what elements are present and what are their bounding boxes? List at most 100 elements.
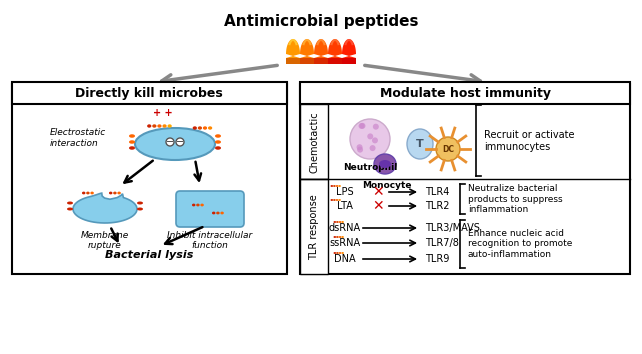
Circle shape	[350, 119, 390, 159]
Ellipse shape	[86, 192, 90, 194]
Ellipse shape	[342, 252, 344, 254]
Circle shape	[372, 137, 378, 143]
Circle shape	[358, 123, 365, 129]
Ellipse shape	[162, 124, 167, 128]
Ellipse shape	[117, 192, 121, 194]
Ellipse shape	[336, 185, 338, 187]
Ellipse shape	[215, 134, 221, 138]
Ellipse shape	[168, 124, 172, 128]
Polygon shape	[300, 58, 314, 64]
Ellipse shape	[152, 124, 157, 128]
Text: Bacterial lysis: Bacterial lysis	[105, 250, 193, 260]
Circle shape	[436, 137, 460, 161]
Polygon shape	[314, 58, 328, 64]
Ellipse shape	[342, 221, 344, 223]
Ellipse shape	[216, 212, 220, 215]
Ellipse shape	[338, 199, 341, 201]
Ellipse shape	[203, 126, 207, 130]
Ellipse shape	[147, 124, 152, 128]
Ellipse shape	[196, 204, 200, 206]
Circle shape	[356, 144, 363, 150]
Ellipse shape	[137, 207, 143, 211]
Bar	[300, 82, 630, 104]
Ellipse shape	[200, 204, 204, 206]
Text: TLR2: TLR2	[425, 201, 449, 211]
Text: Inhibit intracellular
function: Inhibit intracellular function	[168, 231, 252, 250]
Polygon shape	[286, 39, 300, 58]
Ellipse shape	[336, 252, 339, 254]
Ellipse shape	[157, 124, 162, 128]
Text: Directly kill microbes: Directly kill microbes	[75, 86, 223, 99]
Circle shape	[370, 145, 376, 151]
Circle shape	[373, 124, 379, 130]
Text: Recruit or activate
immunocytes: Recruit or activate immunocytes	[484, 130, 575, 152]
Ellipse shape	[336, 236, 339, 238]
Circle shape	[357, 147, 363, 153]
Ellipse shape	[333, 199, 336, 201]
Ellipse shape	[137, 201, 143, 205]
Text: dsRNA: dsRNA	[329, 223, 361, 233]
Text: ssRNA: ssRNA	[329, 238, 361, 248]
Ellipse shape	[109, 192, 112, 194]
FancyBboxPatch shape	[12, 84, 287, 274]
Text: T: T	[416, 139, 424, 149]
Polygon shape	[328, 39, 342, 58]
Polygon shape	[342, 58, 356, 64]
Ellipse shape	[331, 199, 333, 201]
Ellipse shape	[407, 129, 433, 159]
Ellipse shape	[215, 140, 221, 144]
Text: −: −	[166, 137, 174, 147]
Text: ✕: ✕	[372, 199, 384, 213]
Circle shape	[176, 138, 184, 146]
Text: + +: + +	[153, 108, 173, 118]
Text: LTA: LTA	[337, 201, 353, 211]
Ellipse shape	[198, 126, 202, 130]
Text: Electrostatic
interaction: Electrostatic interaction	[50, 128, 106, 148]
Ellipse shape	[339, 252, 342, 254]
FancyBboxPatch shape	[176, 191, 244, 227]
Ellipse shape	[67, 201, 73, 205]
Ellipse shape	[379, 160, 391, 168]
Circle shape	[367, 133, 373, 139]
Ellipse shape	[129, 140, 135, 144]
Text: Neutralize bacterial
products to suppress
inflammation: Neutralize bacterial products to suppres…	[468, 184, 562, 214]
Ellipse shape	[129, 134, 135, 138]
Ellipse shape	[331, 185, 333, 187]
Text: TLR4: TLR4	[425, 187, 449, 197]
Text: TLR3/MAVS: TLR3/MAVS	[425, 223, 480, 233]
Ellipse shape	[339, 236, 342, 238]
Circle shape	[360, 123, 365, 129]
Bar	[300, 179, 328, 274]
Bar	[300, 104, 328, 179]
Polygon shape	[314, 39, 328, 58]
Ellipse shape	[336, 199, 338, 201]
Text: DNA: DNA	[334, 254, 356, 264]
Ellipse shape	[333, 221, 336, 223]
Text: LPS: LPS	[336, 187, 354, 197]
Text: Antimicrobial peptides: Antimicrobial peptides	[224, 14, 418, 29]
Text: −: −	[176, 137, 184, 147]
Ellipse shape	[220, 212, 224, 215]
Text: Membrane
rupture: Membrane rupture	[81, 231, 129, 250]
Polygon shape	[286, 58, 300, 64]
Ellipse shape	[215, 146, 221, 150]
Text: Enhance nucleic acid
recognition to promote
auto-inflammation: Enhance nucleic acid recognition to prom…	[468, 229, 573, 259]
Ellipse shape	[91, 192, 94, 194]
Ellipse shape	[333, 236, 336, 238]
Polygon shape	[342, 39, 356, 58]
Text: Chemotactic: Chemotactic	[309, 111, 319, 173]
Polygon shape	[300, 39, 314, 58]
Ellipse shape	[212, 212, 216, 215]
Ellipse shape	[333, 185, 336, 187]
Text: DC: DC	[442, 144, 454, 154]
Ellipse shape	[338, 185, 341, 187]
Ellipse shape	[374, 154, 396, 174]
Ellipse shape	[339, 221, 342, 223]
Text: Modulate host immunity: Modulate host immunity	[379, 86, 550, 99]
Text: TLR9: TLR9	[425, 254, 449, 264]
Text: Neutrophil: Neutrophil	[343, 163, 397, 172]
Bar	[12, 82, 287, 104]
Text: Monocyte: Monocyte	[362, 181, 412, 190]
Text: TLR response: TLR response	[309, 194, 319, 260]
Ellipse shape	[135, 128, 215, 160]
